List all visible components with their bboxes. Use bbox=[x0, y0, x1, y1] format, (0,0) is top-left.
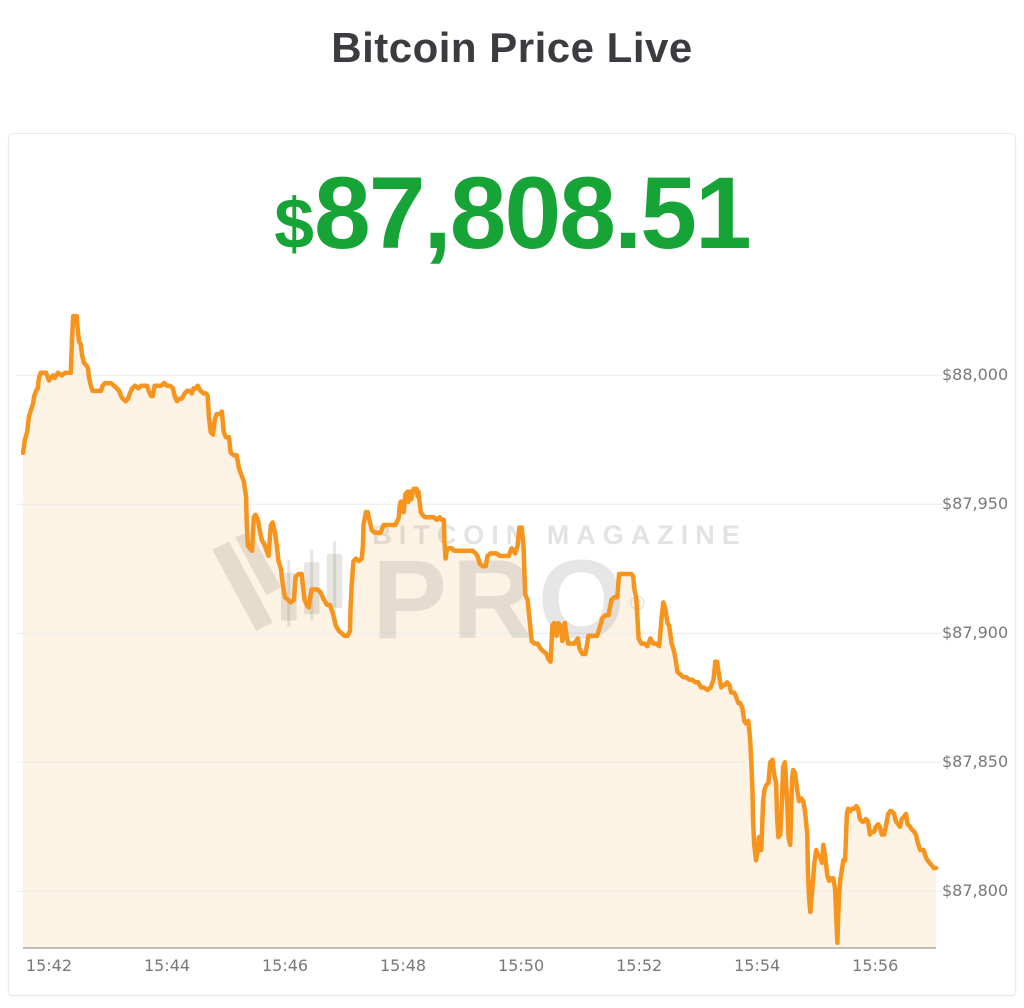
y-axis-label: $87,950 bbox=[942, 494, 1009, 514]
y-axis-label: $87,900 bbox=[942, 623, 1009, 643]
price-chart[interactable]: BITCOIN MAGAZINE PRO® bbox=[17, 298, 942, 949]
chart-background-svg bbox=[17, 316, 942, 949]
x-axis-label: 15:54 bbox=[734, 956, 781, 975]
y-axis-label: $87,800 bbox=[942, 881, 1009, 901]
x-axis-label: 15:44 bbox=[143, 956, 191, 975]
currency-symbol: $ bbox=[274, 184, 314, 264]
price-amount: 87,808.51 bbox=[313, 156, 752, 270]
price-line-svg bbox=[20, 313, 939, 946]
x-axis-label: 15:52 bbox=[616, 956, 663, 975]
x-axis-label: 15:42 bbox=[25, 956, 72, 975]
page-title: Bitcoin Price Live bbox=[331, 24, 693, 71]
y-axis-label: $87,850 bbox=[942, 752, 1009, 772]
x-axis-label: 15:46 bbox=[261, 956, 309, 975]
current-price: $87,808.51 bbox=[9, 162, 1015, 264]
x-axis-label: 15:50 bbox=[498, 956, 545, 975]
price-card: $87,808.51 BITCOIN MAGAZINE PRO® bbox=[8, 133, 1016, 996]
price-line bbox=[20, 313, 939, 946]
y-axis-label: $88,000 bbox=[942, 365, 1009, 385]
price-area-fill bbox=[23, 316, 936, 949]
x-axis-label: 15:48 bbox=[380, 956, 427, 975]
x-axis-label: 15:56 bbox=[852, 956, 899, 975]
